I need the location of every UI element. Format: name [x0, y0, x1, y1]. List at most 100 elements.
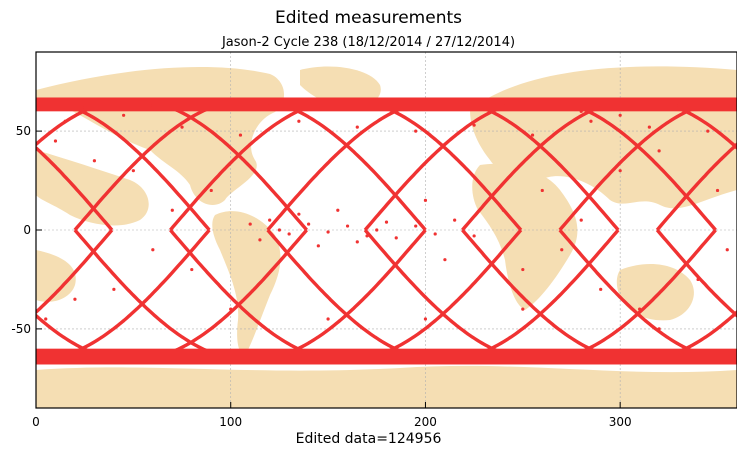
y-tick-label--50: -50 [11, 322, 31, 336]
scatter-point-28 [618, 169, 622, 173]
track-descending-3-0 [0, 230, 15, 361]
scatter-point-23 [521, 267, 525, 272]
scatter-point-47 [715, 188, 720, 193]
scatter-point-50 [122, 113, 126, 117]
scatter-point-55 [414, 129, 418, 133]
scatter-point-10 [268, 218, 272, 222]
scatter-point-29 [638, 307, 642, 311]
scatter-point-5 [365, 234, 369, 238]
latitude-band-0 [36, 348, 737, 365]
scatter-point-13 [375, 228, 379, 232]
chart-subtitle: Jason-2 Cycle 238 (18/12/2014 / 27/12/20… [221, 35, 516, 50]
track-ascending-5-0 [36, 97, 211, 232]
scatter-point-18 [453, 218, 457, 222]
scatter-point-51 [180, 125, 184, 129]
scatter-point-17 [433, 232, 437, 236]
scatter-point-39 [53, 139, 58, 143]
land-antarctica [36, 365, 737, 408]
scatter-point-6 [297, 212, 301, 216]
scatter-point-45 [657, 327, 661, 331]
scatter-point-46 [696, 277, 700, 282]
axis-ticks [35, 130, 621, 408]
scatter-point-67 [501, 103, 505, 107]
scatter-point-7 [316, 244, 320, 248]
scatter-point-4 [345, 224, 350, 228]
scatter-point-62 [394, 105, 398, 109]
scatter-point-21 [443, 258, 447, 262]
scatter-point-40 [44, 317, 48, 321]
land-south-america [212, 211, 281, 354]
scatter-point-20 [423, 198, 428, 202]
scatter-point-27 [599, 287, 603, 291]
scatter-point-30 [657, 149, 661, 153]
scatter-point-19 [472, 234, 476, 238]
scatter-points [44, 103, 729, 331]
scatter-point-44 [521, 307, 525, 311]
scatter-point-25 [560, 248, 564, 252]
scatter-point-43 [423, 317, 428, 321]
scatter-point-61 [83, 105, 87, 109]
scatter-point-22 [501, 208, 505, 212]
scatter-point-59 [647, 125, 651, 129]
scatter-point-16 [414, 224, 418, 228]
chart-title: Edited measurements [274, 8, 463, 28]
scatter-point-64 [676, 103, 681, 107]
scatter-point-2 [307, 222, 311, 226]
scatter-point-3 [326, 230, 330, 234]
land-australia-left [36, 250, 76, 302]
track-ascending-6-360 [655, 142, 737, 232]
scatter-point-66 [268, 103, 272, 107]
scatter-point-12 [258, 238, 262, 242]
scatter-point-32 [170, 208, 174, 212]
land-africa [472, 163, 578, 310]
latitude-band-1 [36, 97, 737, 112]
x-tick-label-300: 300 [609, 415, 632, 429]
track-descending-6-360 [655, 228, 737, 318]
scatter-point-41 [229, 307, 233, 311]
scatter-point-69 [618, 113, 622, 117]
scatter-point-8 [336, 208, 340, 212]
scatter-point-15 [394, 236, 398, 240]
track-descending-4-0 [36, 228, 114, 315]
scatter-point-49 [63, 119, 67, 123]
scatter-point-9 [355, 240, 359, 244]
scatter-point-1 [287, 232, 291, 236]
track-ascending-3-0 [0, 100, 15, 231]
land-east-asia-left [36, 150, 149, 226]
scatter-point-52 [238, 133, 243, 137]
tick-labels: 0 100 200 300 -50 0 50 [11, 124, 631, 429]
x-tick-label-100: 100 [219, 415, 242, 429]
x-tick-label-200: 200 [414, 415, 437, 429]
scatter-point-53 [297, 119, 301, 123]
scatter-point-38 [73, 297, 77, 301]
high-latitude-bands [36, 97, 737, 365]
scatter-point-63 [579, 109, 583, 113]
scatter-point-48 [725, 248, 729, 252]
y-tick-label-0: 0 [23, 223, 31, 237]
scatter-point-33 [190, 267, 194, 272]
scatter-point-57 [530, 133, 535, 137]
scatter-point-60 [706, 129, 710, 133]
scatter-point-58 [589, 119, 593, 123]
x-axis-label: Edited data=124956 [295, 431, 442, 447]
scatter-point-26 [579, 218, 583, 222]
scatter-point-65 [151, 103, 155, 107]
scatter-point-68 [599, 105, 603, 109]
x-tick-label-0: 0 [32, 415, 40, 429]
scatter-point-54 [355, 125, 359, 129]
scatter-point-14 [384, 220, 389, 224]
y-tick-label-50: 50 [16, 124, 31, 138]
scatter-point-56 [472, 123, 476, 127]
scatter-point-31 [151, 248, 155, 252]
scatter-point-42 [326, 317, 330, 321]
scatter-point-36 [112, 287, 116, 291]
track-ascending-4-0 [36, 145, 114, 232]
scatter-point-34 [209, 188, 213, 193]
scatter-point-0 [277, 228, 282, 232]
scatter-point-24 [540, 188, 544, 193]
scatter-point-11 [248, 222, 252, 226]
scatter-point-35 [131, 169, 135, 173]
scatter-point-37 [92, 159, 97, 163]
track-descending-5-0 [36, 228, 211, 363]
